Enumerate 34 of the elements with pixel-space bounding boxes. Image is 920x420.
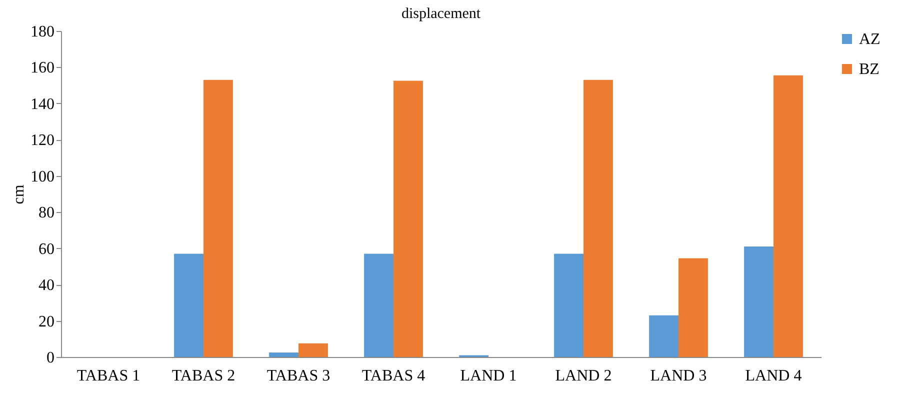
y-tick-label: 20 bbox=[38, 313, 54, 330]
y-tick-label: 120 bbox=[30, 132, 54, 150]
y-tick-label: 80 bbox=[38, 204, 54, 222]
x-tick-label: LAND 4 bbox=[745, 368, 802, 384]
bar bbox=[774, 75, 803, 357]
y-tick-label: 40 bbox=[38, 277, 54, 294]
bar bbox=[584, 80, 613, 357]
y-tick-label: 160 bbox=[30, 60, 54, 77]
x-tick-label: LAND 3 bbox=[650, 368, 707, 384]
chart-title: displacement bbox=[401, 6, 482, 22]
bar bbox=[678, 258, 708, 357]
bar bbox=[744, 246, 774, 357]
y-tick-label: 100 bbox=[30, 168, 54, 186]
bar bbox=[204, 80, 233, 357]
x-tick-label: TABAS 2 bbox=[172, 368, 236, 384]
bar bbox=[174, 254, 204, 357]
bar bbox=[364, 254, 394, 357]
x-tick-label: LAND 2 bbox=[555, 368, 612, 384]
y-tick-label: 140 bbox=[30, 96, 54, 113]
bar bbox=[554, 254, 584, 357]
bar bbox=[394, 80, 423, 357]
x-tick-label: LAND 1 bbox=[460, 368, 517, 384]
y-tick-label: 60 bbox=[38, 240, 54, 258]
y-tick-label: 180 bbox=[30, 24, 54, 40]
bar bbox=[298, 343, 328, 357]
y-tick-label: 0 bbox=[46, 350, 54, 366]
legend-label: BZ bbox=[859, 61, 880, 78]
x-tick-label: TABAS 3 bbox=[266, 368, 330, 384]
bar bbox=[269, 352, 298, 357]
x-tick-label: TABAS 1 bbox=[76, 368, 140, 384]
y-axis-title: cm bbox=[10, 184, 28, 204]
legend-label: AZ bbox=[859, 31, 880, 48]
x-tick-label: TABAS 4 bbox=[362, 368, 426, 384]
bar bbox=[649, 315, 678, 357]
